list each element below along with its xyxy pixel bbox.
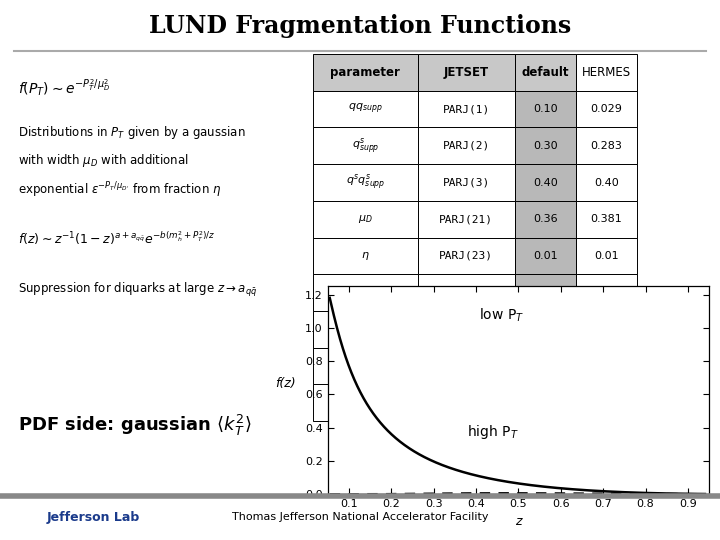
Text: $qq_{supp}$: $qq_{supp}$ — [348, 102, 383, 116]
Bar — [515, 348, 576, 384]
Text: $a_{q\bar{q}}$: $a_{q\bar{q}}$ — [356, 396, 374, 410]
Bar — [418, 91, 515, 127]
Text: 0.40: 0.40 — [594, 178, 619, 187]
Bar — [515, 311, 576, 348]
Bar — [313, 91, 418, 127]
Text: $a$: $a$ — [361, 325, 369, 334]
Text: 0.01: 0.01 — [594, 251, 619, 261]
Bar — [313, 384, 418, 421]
Bar — [576, 348, 637, 384]
Text: PARJ(21): PARJ(21) — [439, 214, 493, 224]
Text: $b$: $b$ — [361, 360, 369, 372]
Text: parameter: parameter — [330, 66, 400, 79]
Bar — [515, 54, 576, 91]
Text: with width $\mu_D$ with additional: with width $\mu_D$ with additional — [18, 152, 189, 169]
Bar — [418, 311, 515, 348]
Text: PARJ(1): PARJ(1) — [443, 104, 490, 114]
Text: 0.40: 0.40 — [533, 178, 558, 187]
Text: default: default — [522, 66, 569, 79]
Text: Suppression for diquarks at large $z \rightarrow a_{q\bar{q}}$: Suppression for diquarks at large $z \ri… — [18, 281, 257, 299]
Bar — [313, 54, 418, 91]
Text: $f(P_T) \sim e^{-P_T^2/\mu_D^2}$: $f(P_T) \sim e^{-P_T^2/\mu_D^2}$ — [18, 78, 110, 99]
Text: HERMES: HERMES — [582, 66, 631, 79]
Bar — [313, 348, 418, 384]
Text: PARJ(24): PARJ(24) — [439, 288, 493, 298]
Text: 2.00: 2.00 — [533, 288, 558, 298]
Text: Thomas Jefferson National Accelerator Facility: Thomas Jefferson National Accelerator Fa… — [232, 512, 488, 522]
Bar — [418, 164, 515, 201]
Text: 2.00: 2.00 — [594, 288, 619, 298]
Text: 0.029: 0.029 — [590, 104, 623, 114]
Bar — [515, 238, 576, 274]
Text: 0.30: 0.30 — [533, 325, 558, 334]
Bar — [576, 164, 637, 201]
Text: PARJ(23): PARJ(23) — [439, 251, 493, 261]
Text: 0.01: 0.01 — [533, 251, 558, 261]
Text: 0.50: 0.50 — [533, 398, 558, 408]
Bar — [418, 127, 515, 164]
X-axis label: z: z — [515, 515, 522, 528]
Text: LUND Fragmentation Functions: LUND Fragmentation Functions — [149, 14, 571, 37]
Bar — [418, 238, 515, 274]
Text: 0.36: 0.36 — [533, 214, 558, 224]
Text: $q^s q^s_{supp}$: $q^s q^s_{supp}$ — [346, 173, 385, 192]
Text: PARJ(3): PARJ(3) — [443, 178, 490, 187]
Bar — [576, 201, 637, 238]
Text: PDF side: gaussian $\langle k_T^2 \rangle$: PDF side: gaussian $\langle k_T^2 \rangl… — [18, 413, 251, 438]
Bar — [515, 164, 576, 201]
Text: PARJ(41): PARJ(41) — [439, 325, 493, 334]
Text: 0.58: 0.58 — [533, 361, 558, 371]
Bar — [515, 91, 576, 127]
Text: 0.381: 0.381 — [590, 214, 623, 224]
Text: PARJ(42): PARJ(42) — [439, 361, 493, 371]
Text: exponential $\varepsilon^{-P_T/\mu_{D'}}$ from fraction $\eta$: exponential $\varepsilon^{-P_T/\mu_{D'}}… — [18, 180, 221, 200]
Bar — [576, 311, 637, 348]
Bar — [576, 127, 637, 164]
Bar — [313, 311, 418, 348]
Text: $\mu_D$: $\mu_D$ — [358, 213, 373, 225]
Text: $q^s_{supp}$: $q^s_{supp}$ — [351, 136, 379, 156]
Bar — [576, 54, 637, 91]
Text: low P$_T$: low P$_T$ — [479, 307, 524, 324]
Text: PARJ(45): PARJ(45) — [439, 398, 493, 408]
Y-axis label: f(z): f(z) — [275, 377, 296, 390]
Bar — [515, 274, 576, 311]
Text: 0.30: 0.30 — [533, 141, 558, 151]
Text: 0.10: 0.10 — [533, 104, 558, 114]
Bar — [576, 91, 637, 127]
Bar — [576, 238, 637, 274]
Bar — [313, 127, 418, 164]
Text: Jefferson Lab: Jefferson Lab — [47, 511, 140, 524]
Text: 1.05: 1.05 — [594, 398, 619, 408]
Bar — [313, 164, 418, 201]
Bar — [418, 384, 515, 421]
Bar — [515, 201, 576, 238]
Text: $\eta$: $\eta$ — [361, 250, 370, 262]
Text: 1.940: 1.940 — [590, 325, 623, 334]
Text: $f(z) \sim z^{-1}(1-z)^{a+a_{q\bar{q}}}e^{-b(m_h^2+P_T^2)/z}$: $f(z) \sim z^{-1}(1-z)^{a+a_{q\bar{q}}}e… — [18, 230, 215, 247]
Text: high P$_T$: high P$_T$ — [467, 423, 519, 441]
Bar — [576, 274, 637, 311]
Bar — [576, 384, 637, 421]
Bar — [418, 274, 515, 311]
Text: 0.544: 0.544 — [590, 361, 623, 371]
Bar — [515, 384, 576, 421]
Bar — [313, 238, 418, 274]
Text: 0.283: 0.283 — [590, 141, 623, 151]
Text: $\mu_{D'}/\mu_D$: $\mu_{D'}/\mu_D$ — [348, 286, 382, 300]
Text: PARJ(2): PARJ(2) — [443, 141, 490, 151]
Text: Distributions in $P_T$ given by a gaussian: Distributions in $P_T$ given by a gaussi… — [18, 124, 246, 141]
Bar — [418, 54, 515, 91]
Bar — [313, 201, 418, 238]
Bar — [418, 348, 515, 384]
Bar — [313, 274, 418, 311]
Bar — [418, 201, 515, 238]
Bar — [515, 127, 576, 164]
Text: JETSET: JETSET — [444, 66, 489, 79]
